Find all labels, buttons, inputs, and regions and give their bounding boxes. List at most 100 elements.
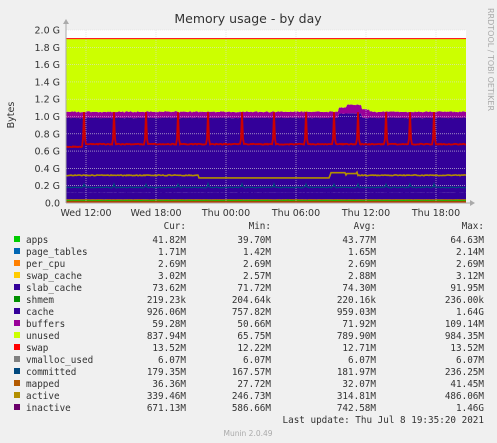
legend-min: 246.73M xyxy=(232,391,272,402)
legend-max: 2.14M xyxy=(456,247,484,258)
legend-min: 27.72M xyxy=(237,379,271,390)
x-tick-label: Thu 06:00 xyxy=(271,208,320,219)
legend-name: unused xyxy=(26,331,60,342)
legend-row: committed 179.35M 167.57M 181.97M 236.25M xyxy=(14,367,484,378)
legend-swatch xyxy=(14,368,20,374)
legend-swatch xyxy=(14,260,20,266)
legend-avg: 1.65M xyxy=(348,247,376,258)
legend-min: 50.66M xyxy=(237,319,271,330)
area-slab_cache xyxy=(66,192,466,200)
legend-row: unused 837.94M 65.75M 789.90M 984.35M xyxy=(14,331,484,342)
legend-swatch xyxy=(14,404,20,410)
legend-min: 167.57M xyxy=(232,367,272,378)
legend-cur: 179.35M xyxy=(147,367,187,378)
legend-swatch xyxy=(14,296,20,302)
legend-min: 39.70M xyxy=(237,235,271,246)
y-tick-label: 0.2 G xyxy=(35,181,61,192)
legend-swatch xyxy=(14,380,20,386)
legend-min: 2.57M xyxy=(243,271,271,282)
legend-avg: 789.90M xyxy=(337,331,377,342)
legend-cur: 671.13M xyxy=(147,403,187,414)
y-tick-label: 0.8 G xyxy=(35,129,61,140)
legend-swatch xyxy=(14,356,20,362)
legend-max: 13.52M xyxy=(450,343,484,354)
x-tick-label: Thu 18:00 xyxy=(411,208,460,219)
legend-max: 1.46G xyxy=(456,403,484,414)
y-tick-label: 1.4 G xyxy=(35,77,61,88)
y-tick-label: 0.4 G xyxy=(35,164,61,175)
legend-row: shmem 219.23k 204.64k 220.16k 236.00k xyxy=(14,295,484,306)
legend-name: committed xyxy=(26,367,76,378)
legend-row: page_tables 1.71M 1.42M 1.65M 2.14M xyxy=(14,247,484,258)
x-tick-label: Wed 18:00 xyxy=(130,208,181,219)
legend-name: per_cpu xyxy=(26,259,65,270)
legend-name: shmem xyxy=(26,295,54,306)
legend-max: 236.25M xyxy=(445,367,485,378)
legend-swatch xyxy=(14,344,20,350)
y-tick-label: 1.6 G xyxy=(35,60,61,71)
legend-row: vmalloc_used 6.07M 6.07M 6.07M 6.07M xyxy=(14,355,484,366)
legend-avg: 43.77M xyxy=(342,235,376,246)
legend-max: 2.69M xyxy=(456,259,484,270)
legend-swatch xyxy=(14,392,20,398)
legend-max: 236.00k xyxy=(445,295,485,306)
legend-row: cache 926.06M 757.82M 959.03M 1.64G xyxy=(14,307,484,318)
legend-max: 1.64G xyxy=(456,307,484,318)
legend-avg: 181.97M xyxy=(337,367,377,378)
legend-name: buffers xyxy=(26,319,65,330)
line-committed xyxy=(65,181,467,189)
legend-swatch xyxy=(14,332,20,338)
legend-min: 204.64k xyxy=(232,295,272,306)
legend-cur: 13.52M xyxy=(152,343,186,354)
y-tick-label: 0.0 xyxy=(45,199,60,210)
legend-avg: 742.58M xyxy=(337,403,377,414)
legend-header: Max: xyxy=(462,221,484,232)
legend-row: inactive 671.13M 586.66M 742.58M 1.46G xyxy=(14,403,484,414)
legend-cur: 36.36M xyxy=(152,379,186,390)
legend-name: apps xyxy=(26,235,48,246)
legend-row: mapped 36.36M 27.72M 32.07M 41.45M xyxy=(14,379,484,390)
legend-cur: 219.23k xyxy=(147,295,187,306)
legend-cur: 73.62M xyxy=(152,283,186,294)
legend-row: buffers 59.28M 50.66M 71.92M 109.14M xyxy=(14,319,484,330)
legend-avg: 220.16k xyxy=(337,295,377,306)
line-inactive xyxy=(65,112,467,149)
y-tick-label: 1.8 G xyxy=(35,43,61,54)
legend-row: swap_cache 3.02M 2.57M 2.88M 3.12M xyxy=(14,271,484,282)
legend-cur: 339.46M xyxy=(147,391,187,402)
legend-min: 586.66M xyxy=(232,403,272,414)
legend-avg: 74.30M xyxy=(342,283,376,294)
legend-name: mapped xyxy=(26,379,60,390)
legend-avg: 12.71M xyxy=(342,343,376,354)
legend-swatch xyxy=(14,236,20,242)
area-unused xyxy=(66,38,466,113)
legend-cur: 837.94M xyxy=(147,331,187,342)
area-cache xyxy=(66,113,466,193)
legend-avg: 2.88M xyxy=(348,271,376,282)
legend-name: cache xyxy=(26,307,54,318)
legend-cur: 59.28M xyxy=(152,319,186,330)
y-axis-label: Bytes xyxy=(6,102,17,129)
legend-swatch xyxy=(14,272,20,278)
y-axis-arrow xyxy=(63,19,69,24)
legend-header: Avg: xyxy=(354,221,376,232)
legend-header: Min: xyxy=(249,221,271,232)
legend-max: 91.95M xyxy=(450,283,484,294)
legend-min: 757.82M xyxy=(232,307,272,318)
legend-avg: 6.07M xyxy=(348,355,376,366)
legend-row: per_cpu 2.69M 2.69M 2.69M 2.69M xyxy=(14,259,484,270)
legend-swatch xyxy=(14,284,20,290)
legend-name: swap xyxy=(26,343,49,354)
legend-min: 2.69M xyxy=(243,259,271,270)
y-tick-label: 1.0 G xyxy=(35,112,61,123)
legend-avg: 959.03M xyxy=(337,307,377,318)
legend-header: Cur: xyxy=(164,221,186,232)
legend-name: active xyxy=(26,391,60,402)
legend-avg: 2.69M xyxy=(348,259,376,270)
legend-cur: 3.02M xyxy=(158,271,186,282)
legend-cur: 2.69M xyxy=(158,259,186,270)
legend-swatch xyxy=(14,308,20,314)
legend-avg: 314.81M xyxy=(337,391,377,402)
x-tick-label: Thu 12:00 xyxy=(341,208,390,219)
